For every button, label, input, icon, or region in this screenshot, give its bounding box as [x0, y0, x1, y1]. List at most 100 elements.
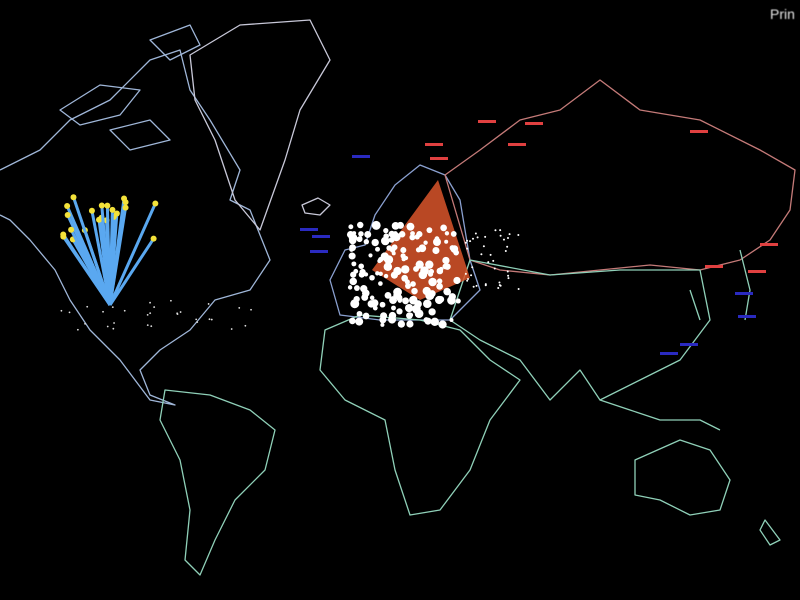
- target-attack-dot: [380, 252, 389, 261]
- target-attack-dot: [432, 238, 441, 246]
- source-dot: [112, 327, 115, 330]
- target-attack-dot: [444, 231, 450, 236]
- country-label-mark: [430, 157, 448, 160]
- target-attack-dot: [423, 299, 432, 309]
- target-attack-dot: [401, 274, 408, 282]
- target-attack-dot: [391, 305, 396, 311]
- source-attack-line: [62, 235, 112, 306]
- target-attack-dot: [450, 231, 457, 237]
- canada-islands-outline: [59, 24, 201, 151]
- target-attack-dot: [379, 301, 386, 308]
- target-attack-dot: [383, 273, 389, 279]
- target-attack-dot: [447, 296, 456, 305]
- target-attack-dot: [349, 277, 357, 286]
- russia-outline: [444, 79, 796, 276]
- target-attack-dot: [435, 295, 444, 305]
- target-attack-dot: [415, 260, 424, 269]
- target-attack-dot: [406, 320, 414, 328]
- target-attack-dot: [517, 233, 520, 236]
- target-attack-dot: [475, 284, 478, 287]
- target-attack-dot: [499, 284, 502, 287]
- source-dot: [230, 328, 233, 330]
- source-attack-point: [64, 202, 71, 209]
- target-attack-dot: [497, 287, 500, 290]
- source-attack-point: [68, 226, 75, 233]
- target-attack-dot: [369, 295, 375, 301]
- target-attack-dot: [425, 260, 434, 269]
- target-attack-dot: [411, 304, 421, 314]
- target-attack-dot: [405, 283, 411, 289]
- target-attack-dot: [476, 236, 479, 239]
- target-attack-dot: [368, 253, 373, 258]
- source-dot: [153, 306, 156, 308]
- target-attack-dots: [346, 220, 520, 329]
- target-attack-dot: [402, 297, 410, 305]
- target-attack-dot: [467, 277, 470, 280]
- target-attack-dot: [469, 240, 472, 243]
- target-attack-dot: [426, 227, 433, 234]
- target-attack-dot: [360, 285, 368, 293]
- target-attack-dot: [471, 266, 474, 269]
- source-dot: [196, 321, 199, 324]
- target-attack-dot: [504, 250, 507, 253]
- source-attack-line: [108, 237, 155, 306]
- source-attack-line: [100, 205, 112, 306]
- target-attack-dot: [423, 240, 428, 245]
- target-attack-dot: [430, 317, 440, 327]
- source-dot: [176, 313, 179, 315]
- target-attack-dot: [438, 320, 447, 329]
- target-attack-dot: [383, 262, 393, 271]
- southeast-asia-islands-outline: [599, 249, 751, 431]
- target-attack-dot: [484, 284, 487, 287]
- source-attack-line: [108, 202, 157, 306]
- target-attack-dot: [453, 276, 461, 285]
- target-attack-dot: [436, 283, 443, 290]
- target-attack-dot: [428, 277, 437, 287]
- target-attack-dot: [442, 263, 449, 270]
- source-dot: [210, 318, 213, 321]
- target-attack-dot: [378, 281, 383, 286]
- country-label-mark: [508, 143, 526, 146]
- target-attack-dot: [348, 252, 356, 260]
- source-dot: [86, 305, 89, 308]
- target-attack-dot: [494, 229, 497, 232]
- target-attack-dot: [369, 274, 375, 281]
- target-attack-dot: [502, 238, 505, 241]
- target-attack-dot: [472, 237, 475, 240]
- target-attack-dot: [363, 239, 370, 245]
- target-attack-dot: [449, 317, 454, 323]
- target-attack-dot: [375, 271, 380, 276]
- source-dot: [170, 299, 172, 302]
- target-attack-dot: [464, 241, 467, 244]
- target-attack-dot: [506, 237, 509, 240]
- source-attack-point: [98, 202, 105, 209]
- australia-outline: [634, 439, 731, 516]
- source-attack-lines: [60, 194, 252, 331]
- target-attack-dot: [383, 233, 390, 240]
- target-attack-dot: [364, 231, 372, 238]
- country-label-mark: [352, 155, 370, 158]
- target-attack-dot: [371, 220, 381, 230]
- target-attack-dot: [484, 235, 487, 238]
- target-attack-dot: [353, 285, 360, 291]
- target-attack-dot: [464, 272, 467, 275]
- target-attack-dot: [408, 312, 414, 318]
- target-attack-dot: [428, 308, 436, 316]
- target-attack-dot: [362, 312, 370, 320]
- target-attack-dot: [455, 298, 461, 304]
- target-attack-dot: [474, 232, 477, 235]
- target-attack-dot: [432, 247, 440, 255]
- country-label-mark: [748, 270, 766, 273]
- target-attack-dot: [383, 228, 389, 234]
- source-dot: [244, 324, 247, 327]
- source-dot: [250, 308, 252, 311]
- asia-outline: [449, 259, 711, 401]
- target-attack-dot: [410, 281, 416, 287]
- country-label-mark: [690, 130, 708, 133]
- target-attack-dot: [466, 247, 469, 250]
- target-attack-dot: [440, 224, 447, 232]
- target-attack-dot: [499, 234, 502, 237]
- source-dot: [195, 318, 198, 321]
- source-dot: [150, 325, 153, 328]
- source-dot: [179, 311, 182, 313]
